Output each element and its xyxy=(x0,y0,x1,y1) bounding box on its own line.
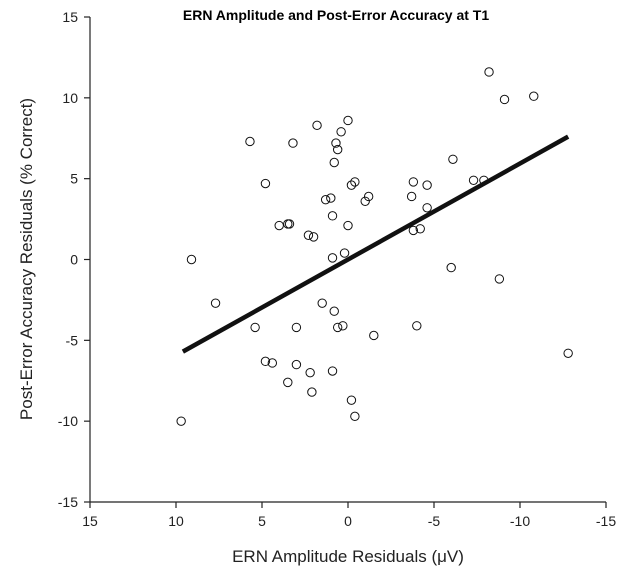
data-point xyxy=(291,322,302,333)
data-point xyxy=(363,191,374,202)
data-point xyxy=(350,177,360,187)
data-point xyxy=(260,178,271,189)
data-point xyxy=(245,136,255,147)
data-point xyxy=(406,191,417,202)
data-point xyxy=(563,348,573,358)
data-point xyxy=(332,322,343,333)
data-point xyxy=(291,359,302,370)
data-point xyxy=(327,211,338,221)
y-tick-label: 10 xyxy=(62,90,78,106)
data-point xyxy=(312,120,322,131)
data-point xyxy=(484,67,494,77)
data-point xyxy=(332,144,343,155)
data-point xyxy=(338,321,348,331)
data-point xyxy=(329,157,339,168)
x-axis-ticks: 15 10 5 0 -5 -10 -15 xyxy=(82,502,616,529)
data-point xyxy=(267,358,278,368)
data-points xyxy=(176,67,573,426)
chart-title: ERN Amplitude and Post-Error Accuracy at… xyxy=(183,7,489,23)
data-point xyxy=(308,232,319,242)
data-point xyxy=(305,367,315,378)
data-point xyxy=(210,298,221,308)
data-point xyxy=(303,230,314,240)
data-point xyxy=(260,356,271,367)
data-point xyxy=(250,322,260,333)
data-point xyxy=(350,411,360,422)
x-tick-label: 10 xyxy=(168,513,184,529)
data-point xyxy=(176,416,186,426)
x-tick-label: 0 xyxy=(344,513,352,529)
data-point xyxy=(346,395,357,405)
data-point xyxy=(408,177,419,187)
data-point xyxy=(415,224,425,234)
data-point xyxy=(360,196,370,207)
y-axis-ticks: 15 10 5 0 -5 -10 -15 xyxy=(58,9,90,510)
y-tick-label: -15 xyxy=(58,494,78,510)
data-point xyxy=(346,180,357,190)
regression-line xyxy=(181,134,570,354)
data-point xyxy=(343,115,353,126)
y-tick-label: -10 xyxy=(58,413,78,429)
data-point xyxy=(327,253,338,263)
data-point xyxy=(288,138,298,148)
data-point xyxy=(339,248,350,258)
data-point xyxy=(529,91,539,101)
data-point xyxy=(422,180,432,190)
data-point xyxy=(326,193,336,203)
data-point xyxy=(331,138,341,148)
y-tick-label: 15 xyxy=(62,9,78,25)
x-tick-label: 15 xyxy=(82,513,98,529)
data-point xyxy=(343,220,353,231)
data-point xyxy=(186,254,197,265)
data-point xyxy=(329,306,339,316)
data-point xyxy=(494,274,505,284)
regression-line-layer xyxy=(181,134,570,354)
y-tick-label: 5 xyxy=(70,171,78,187)
x-tick-label: -5 xyxy=(428,513,441,529)
x-tick-label: 5 xyxy=(258,513,266,529)
data-point xyxy=(408,225,419,236)
data-point xyxy=(369,330,379,341)
x-axis-label: ERN Amplitude Residuals (μV) xyxy=(232,547,464,566)
y-tick-label: -5 xyxy=(66,332,79,348)
data-point xyxy=(283,377,293,388)
data-point xyxy=(499,94,510,105)
y-tick-label: 0 xyxy=(70,252,78,268)
data-point xyxy=(468,175,479,185)
data-point xyxy=(320,194,331,205)
data-point xyxy=(336,127,346,137)
data-point xyxy=(422,203,432,213)
y-axis-label: Post-Error Accuracy Residuals (% Correct… xyxy=(17,98,36,420)
x-tick-label: -10 xyxy=(510,513,530,529)
data-point xyxy=(446,262,456,273)
data-point xyxy=(317,298,327,308)
data-point xyxy=(448,154,458,164)
x-tick-label: -15 xyxy=(596,513,616,529)
data-point xyxy=(274,220,284,231)
data-point xyxy=(412,321,422,331)
data-point xyxy=(327,366,338,376)
data-point xyxy=(284,219,295,229)
data-point xyxy=(307,387,317,397)
